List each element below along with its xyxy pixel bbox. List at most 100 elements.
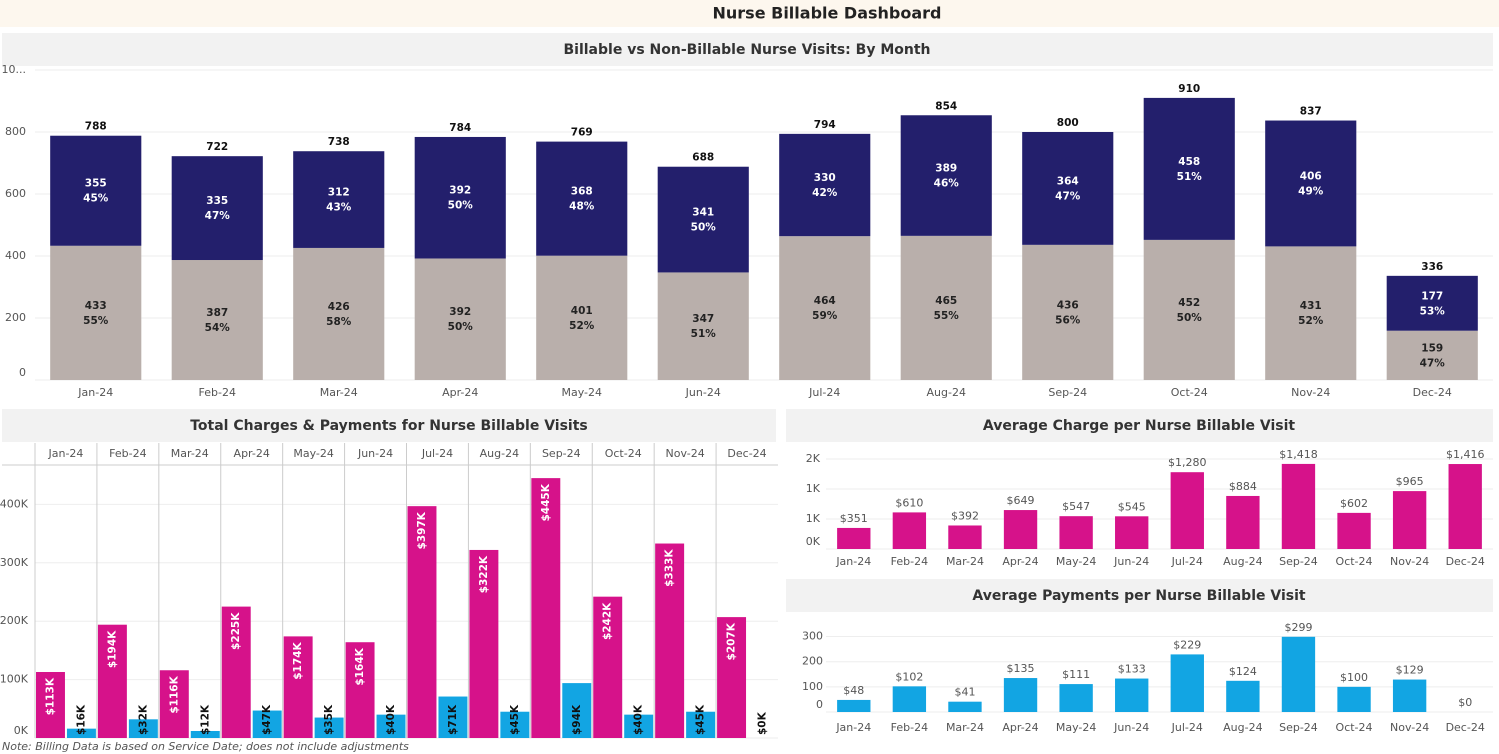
value-label: $545 [1118,500,1146,513]
value-label: $194K [106,630,118,668]
bar-segment [1386,330,1478,380]
chart-title: Total Charges & Payments for Nurse Billa… [190,418,588,434]
x-tick-label: Jul-24 [1171,555,1203,568]
bar [1392,491,1427,549]
percent-label: 51% [691,328,717,340]
y-tick-label: 100 [802,680,823,693]
x-tick-label: Jul-24 [808,386,840,399]
bar [283,636,313,738]
bar [593,596,623,738]
value-label: $602 [1340,497,1368,510]
percent-label: 42% [812,187,838,199]
x-tick-label: Mar-24 [946,555,984,568]
x-tick-label: Sep-24 [1279,555,1318,568]
value-label: 347 [692,313,714,325]
bar [531,478,561,738]
value-label: 335 [206,195,228,207]
x-tick-label: Nov-24 [666,447,705,460]
y-tick-label: 200 [802,655,823,668]
percent-label: 47% [205,210,231,222]
x-tick-label: May-24 [1056,721,1097,734]
bar [837,527,871,549]
bar [948,701,982,712]
percent-label: 48% [569,201,595,213]
bar [1337,686,1371,712]
bar [1170,654,1204,712]
x-tick-label: Dec-24 [1446,721,1485,734]
value-label: $47K [261,704,273,735]
bar [624,714,654,738]
x-tick-label: Dec-24 [1413,386,1452,399]
bar [36,672,65,738]
percent-label: 54% [205,322,231,334]
value-label: $1,280 [1168,456,1207,469]
x-tick-label: Jan-24 [835,721,871,734]
x-tick-label: Jun-24 [1113,721,1149,734]
value-label: 330 [814,172,836,184]
bar [1059,684,1093,712]
x-tick-label: Oct-24 [1171,386,1208,399]
value-label: $100 [1340,671,1368,684]
bar [1281,636,1316,712]
x-tick-label: Apr-24 [1002,721,1038,734]
bar-segment [779,236,871,380]
bar [500,711,530,738]
bar [469,549,499,738]
value-label: $397K [416,511,428,549]
y-tick-label: 10... [2,63,27,76]
bar [837,699,871,712]
y-tick-label: 800 [5,125,26,138]
percent-label: 47% [1055,190,1081,202]
value-label: $116K [168,675,180,713]
bar [892,686,927,712]
x-tick-label: Aug-24 [1223,555,1262,568]
value-label: $71K [447,704,459,735]
value-label: $0K [757,711,769,735]
percent-label: 43% [326,202,352,214]
total-label: 910 [1178,83,1200,95]
value-label: $40K [385,704,397,735]
bar-segment [171,260,263,380]
x-tick-label: Jul-24 [421,447,453,460]
total-label: 336 [1421,261,1443,273]
percent-label: 47% [1420,357,1446,369]
total-label: 688 [692,152,714,164]
value-label: $610 [895,496,923,509]
percent-label: 50% [448,321,474,333]
bar [1226,495,1260,549]
percent-label: 53% [1420,305,1446,317]
bar [1226,680,1260,712]
panel-header [786,409,1493,442]
percent-label: 49% [1298,185,1324,197]
value-label: $102 [895,670,923,683]
percent-label: 59% [812,310,838,322]
dashboard-title: Nurse Billable Dashboard [713,4,942,23]
bar [97,624,127,738]
bar [1003,678,1038,712]
value-label: $124 [1229,665,1257,678]
value-label: $135 [1007,662,1035,675]
total-label: 854 [935,100,957,112]
value-label: $41 [954,686,975,699]
y-tick-label: 1K [806,512,821,525]
value-label: $1,418 [1279,448,1318,461]
bar-segment [657,272,749,380]
bar-segment [536,255,628,380]
total-label: 800 [1057,117,1079,129]
y-tick-label: 200K [0,614,29,627]
bar [1115,516,1149,549]
title-bar [0,0,1499,27]
value-label: 433 [85,300,107,312]
x-tick-label: Aug-24 [1223,721,1262,734]
value-label: 341 [692,207,714,219]
value-label: 364 [1057,175,1079,187]
value-label: $45K [509,704,521,735]
value-label: $207K [726,622,738,660]
bar [717,617,747,738]
bar [1170,472,1204,549]
percent-label: 52% [1298,315,1324,327]
y-tick-label: 0K [14,724,29,737]
bar-segment [1265,120,1357,247]
x-tick-label: Sep-24 [1279,721,1318,734]
value-label: 355 [85,178,107,190]
